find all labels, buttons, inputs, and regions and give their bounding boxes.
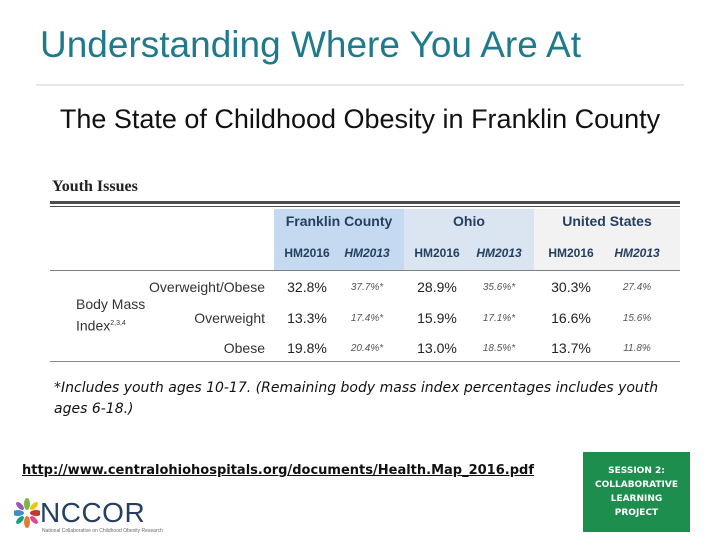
table-cell: 16.6%: [551, 310, 591, 326]
table-cell: 11.8%: [623, 343, 651, 354]
table-cell: 17.1%*: [482, 313, 516, 324]
table-cell: 13.0%: [417, 340, 457, 356]
session-badge-line: PROJECT: [614, 508, 659, 518]
source-link[interactable]: http://www.centralohiohospitals.org/docu…: [22, 463, 534, 478]
slide-subtitle: The State of Childhood Obesity in Frankl…: [59, 104, 661, 134]
row-label: Overweight: [194, 310, 265, 326]
table-cell: 15.9%: [417, 310, 457, 326]
table-title: Youth Issues: [52, 178, 138, 195]
session-badge-line: SESSION 2:: [608, 466, 665, 476]
table-cell: 15.6%: [622, 313, 652, 324]
table-cell: 19.8%: [287, 340, 327, 356]
table-cell: 17.4%*: [350, 313, 384, 324]
table-cell: 32.8%: [287, 279, 327, 295]
table-top-rule: [50, 201, 680, 204]
session-badge-line: COLLABORATIVE: [595, 480, 678, 490]
col-header: HM2013: [344, 246, 390, 260]
logo-tagline: National Collaborative on Childhood Obes…: [42, 528, 163, 534]
nccor-logo: [14, 494, 170, 538]
table-cell: 30.3%: [551, 279, 591, 295]
table-cell: 27.4%: [622, 282, 652, 293]
col-header: HM2013: [614, 246, 660, 260]
slide-title: Understanding Where You Are At: [40, 24, 581, 65]
title-divider: [36, 84, 684, 86]
footnote: *Includes youth ages 10-17. (Remaining b…: [54, 380, 659, 417]
us-header-bg: [534, 209, 680, 270]
col-header: HM2016: [548, 246, 594, 260]
table-cell: 13.3%: [287, 310, 327, 326]
col-header: HM2016: [414, 246, 460, 260]
ohio-header-bg: [404, 209, 534, 270]
table-cell: 35.6%*: [482, 282, 516, 293]
row-category-label: Body Mass Index2,3,4: [76, 296, 146, 334]
session-badge: SESSION 2: COLLABORATIVE LEARNING PROJEC…: [583, 452, 690, 532]
table-cell: 13.7%: [551, 340, 591, 356]
group-header-us: United States: [562, 213, 652, 229]
table-bottom-rule: [50, 361, 680, 362]
table-cell: 20.4%*: [350, 343, 384, 354]
table-cell: 18.5%*: [482, 343, 516, 354]
obesity-table: Franklin County Ohio United States HM201…: [50, 201, 680, 362]
logo-wordmark: NCCOR: [40, 497, 146, 528]
header-divider: [50, 270, 680, 271]
session-badge-line: LEARNING: [610, 494, 663, 504]
table-cell: 37.7%*: [350, 282, 384, 293]
nccor-flower-logo-icon: [14, 498, 40, 528]
col-header: HM2013: [476, 246, 522, 260]
row-label: Obese: [223, 340, 265, 356]
table-top-rule-thin: [50, 206, 680, 207]
row-label: Overweight/Obese: [149, 279, 265, 295]
col-header: HM2016: [284, 246, 330, 260]
group-header-franklin: Franklin County: [285, 213, 393, 229]
group-header-ohio: Ohio: [453, 213, 485, 229]
franklin-header-bg: [274, 209, 404, 270]
table-cell: 28.9%: [417, 279, 457, 295]
